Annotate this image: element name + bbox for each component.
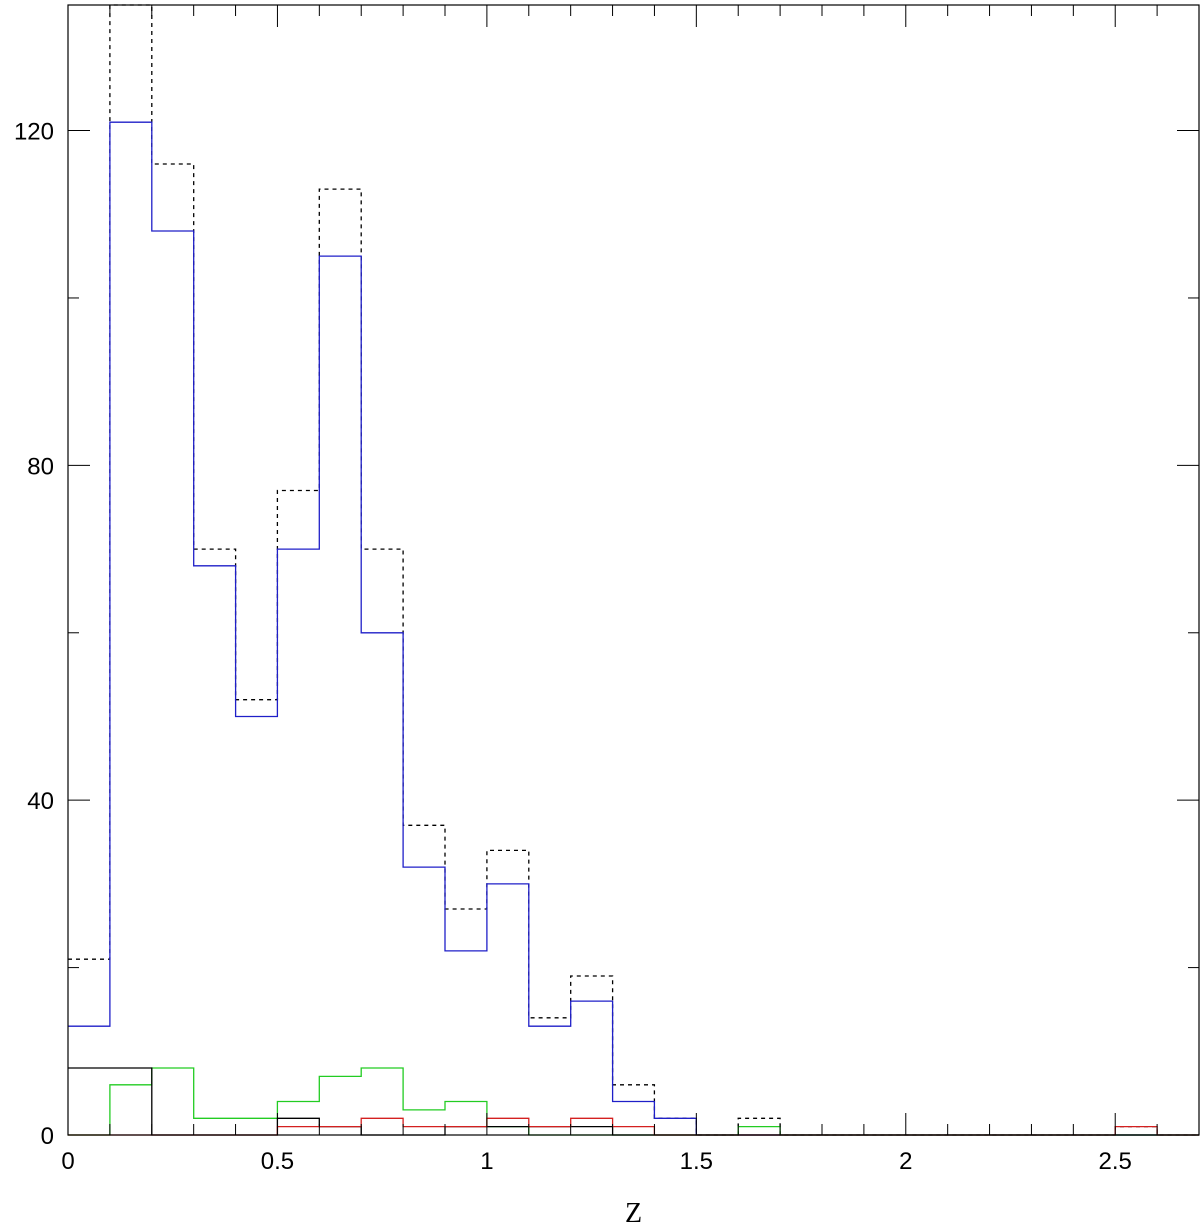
x-tick-label: 0.5 bbox=[261, 1148, 294, 1175]
y-tick-label: 120 bbox=[14, 119, 54, 146]
x-tick-label: 1 bbox=[480, 1148, 493, 1175]
histogram-series-4 bbox=[68, 1117, 1199, 1136]
y-tick-labels: 0 40 80 120 bbox=[14, 119, 54, 1150]
y-tick-label: 80 bbox=[27, 453, 54, 480]
plot-frame bbox=[67, 4, 1200, 1136]
plot-area bbox=[68, 4, 1199, 1136]
x-tick-label: 0 bbox=[61, 1148, 74, 1175]
y-tick-label: 40 bbox=[27, 788, 54, 815]
histogram-series-0 bbox=[68, 4, 1199, 1136]
y-tick-label: 0 bbox=[41, 1123, 54, 1150]
x-tick-label: 2 bbox=[899, 1148, 912, 1175]
x-axis-label: Z bbox=[625, 1198, 642, 1226]
histogram-series-1 bbox=[68, 121, 1199, 1136]
tick-marks bbox=[67, 5, 1200, 1136]
x-tick-label: 2.5 bbox=[1099, 1148, 1132, 1175]
x-tick-labels: 0 0.5 1 1.5 2 2.5 bbox=[61, 1148, 1132, 1175]
x-tick-label: 1.5 bbox=[680, 1148, 713, 1175]
